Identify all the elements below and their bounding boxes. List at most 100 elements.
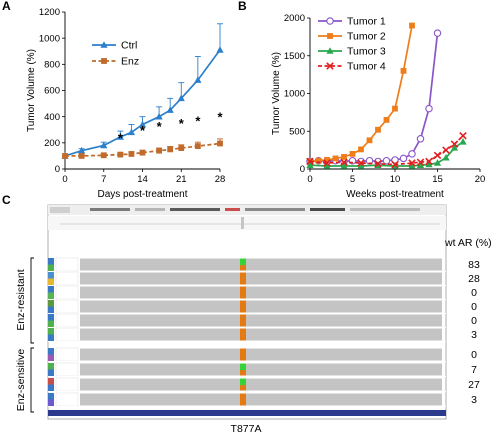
chart-a-x-tick-label: 21 — [176, 174, 187, 185]
data-point — [433, 29, 442, 37]
data-point — [167, 146, 174, 153]
chart-a-y-tick-label: 1000 — [39, 33, 60, 44]
mutation-column — [240, 300, 246, 313]
chart-b-x-axis-label: Weeks post-treatment — [346, 189, 444, 200]
data-point — [155, 112, 163, 120]
chart-b-y-tick-label: 500 — [289, 126, 305, 137]
data-point — [323, 159, 331, 167]
mutation-column — [240, 328, 246, 341]
igv-reference-sequence — [48, 410, 446, 416]
data-point — [306, 161, 314, 169]
chart-a-x-tick-label: 7 — [101, 174, 106, 185]
chart-a-y-tick-label: 800 — [44, 60, 60, 71]
track-color-tag — [48, 320, 54, 327]
chart-b: 0 500 1000 1500 2000 0 5 10 15 20 Tumor Volume (%)… — [271, 13, 485, 200]
track-label-cell — [55, 392, 79, 407]
data-point — [374, 159, 382, 168]
igv-ideogram-band — [350, 208, 420, 211]
legend-label: Tumor 4 — [347, 61, 386, 73]
chart-a-y-tick-label: 200 — [44, 138, 60, 149]
legend-item: Enz — [92, 56, 139, 68]
wild-type-allele — [240, 378, 246, 386]
mutation-column — [240, 314, 246, 327]
wt-ar-value: 27 — [468, 379, 480, 391]
data-point — [217, 140, 223, 147]
chart-a-y-tick-label: 400 — [44, 112, 60, 123]
track-label-cell — [55, 299, 79, 314]
wt-ar-value: 7 — [471, 364, 477, 376]
data-point — [315, 157, 322, 164]
mutation-column — [240, 272, 246, 285]
igv-read-tracks — [48, 257, 446, 407]
wt-ar-value: 83 — [468, 259, 480, 271]
data-point — [442, 146, 450, 154]
data-point — [450, 144, 459, 151]
legend-swatch-marker — [101, 58, 107, 64]
read-track — [48, 299, 446, 314]
wt-ar-value: 0 — [471, 315, 477, 327]
data-point — [194, 76, 202, 83]
chart-a-series-ctrl — [61, 23, 224, 159]
chart-b-series-tumor-3 — [306, 138, 467, 169]
data-point — [358, 146, 364, 153]
significance-asterisk: * — [140, 123, 146, 138]
data-point — [332, 155, 339, 162]
data-point — [392, 105, 398, 112]
igv-ideogram-band — [245, 208, 305, 211]
igv-header-block — [50, 207, 70, 213]
chart-b-x-tick-label: 0 — [307, 174, 312, 185]
chart-b-x-tick-label: 10 — [390, 174, 401, 185]
significance-asterisk: * — [217, 110, 223, 125]
mutation-column — [240, 393, 246, 406]
group-bracket-resistant — [30, 257, 34, 344]
legend-swatch-marker — [326, 17, 334, 25]
track-color-tag — [48, 306, 54, 313]
wild-type-allele — [240, 363, 246, 371]
read-coverage — [80, 363, 442, 376]
chart-a-y-tick-label: 600 — [44, 86, 60, 97]
data-point — [425, 160, 433, 168]
panel-label-b: B — [238, 0, 247, 13]
data-point — [366, 137, 373, 144]
data-point — [459, 132, 467, 140]
group-bracket-sensitive — [30, 347, 34, 413]
data-point — [416, 135, 425, 143]
read-coverage — [80, 393, 442, 406]
read-track — [48, 327, 446, 342]
data-point — [382, 156, 391, 165]
group-label-resistant: Enz-resistant — [15, 269, 27, 330]
igv-locus-marker — [241, 217, 244, 229]
significance-asterisk: * — [195, 114, 201, 129]
data-point — [375, 126, 381, 133]
data-point — [194, 143, 201, 150]
legend-swatch-marker — [326, 62, 334, 70]
legend-label: Enz — [121, 56, 139, 68]
data-point — [100, 141, 108, 149]
read-coverage — [80, 286, 442, 299]
data-point — [341, 154, 347, 160]
data-point — [78, 146, 86, 154]
mutation-label: T877A — [231, 423, 262, 435]
data-point — [323, 162, 331, 169]
data-point — [433, 159, 442, 166]
legend-label: Tumor 3 — [347, 46, 386, 58]
chart-b-y-tick-label: 1500 — [284, 51, 305, 62]
track-label-cell — [55, 257, 79, 272]
wt-ar-value: 3 — [471, 394, 477, 406]
data-point — [117, 151, 124, 158]
data-point — [450, 140, 459, 148]
data-point — [62, 153, 68, 159]
data-point — [178, 145, 185, 151]
data-point — [127, 128, 136, 136]
chart-a-y-tick-label: 0 — [55, 164, 60, 175]
track-color-tag — [48, 354, 54, 361]
track-label-cell — [55, 347, 79, 362]
data-point — [399, 154, 408, 163]
read-coverage — [80, 258, 442, 271]
data-point — [324, 157, 330, 163]
data-point — [357, 159, 365, 167]
wt-ar-value: 3 — [471, 329, 477, 341]
data-point — [216, 46, 224, 53]
data-point — [156, 147, 163, 154]
